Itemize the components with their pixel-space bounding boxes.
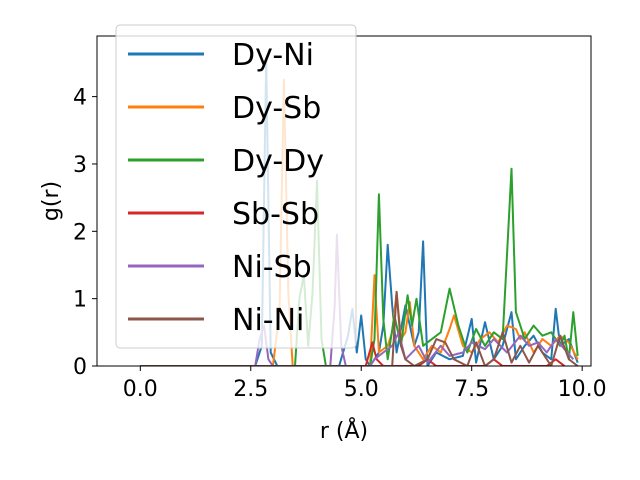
legend: Dy-Ni Dy-Sb Dy-Dy Sb-Sb Ni-Sb Ni-Ni [115,24,357,349]
x-tick-label: 0.0 [123,377,158,402]
series-line-ni-ni [140,290,579,366]
y-axis-label: g(r) [39,181,64,221]
y-axis-ticks: 0 1 2 3 4 [73,86,97,380]
y-tick-label: 1 [73,288,87,313]
x-axis-label: r (Å) [320,417,368,444]
x-axis-ticks: 0.0 2.5 5.0 7.5 10.0 [123,366,607,402]
y-tick-label: 4 [73,86,87,111]
legend-box [115,24,357,349]
legend-label: Ni-Ni [232,303,304,338]
x-tick-label: 7.5 [454,377,489,402]
legend-label: Sb-Sb [232,197,319,232]
legend-label: Dy-Ni [232,38,314,73]
x-tick-label: 2.5 [233,377,268,402]
x-tick-label: 10.0 [558,377,607,402]
y-tick-label: 2 [73,220,87,245]
series-line-sb-sb [140,341,566,366]
y-tick-label: 3 [73,153,87,178]
legend-label: Ni-Sb [232,250,312,285]
legend-label: Dy-Sb [232,91,321,126]
y-tick-label: 0 [73,355,87,380]
x-tick-label: 5.0 [344,377,379,402]
legend-label: Dy-Dy [232,144,324,179]
